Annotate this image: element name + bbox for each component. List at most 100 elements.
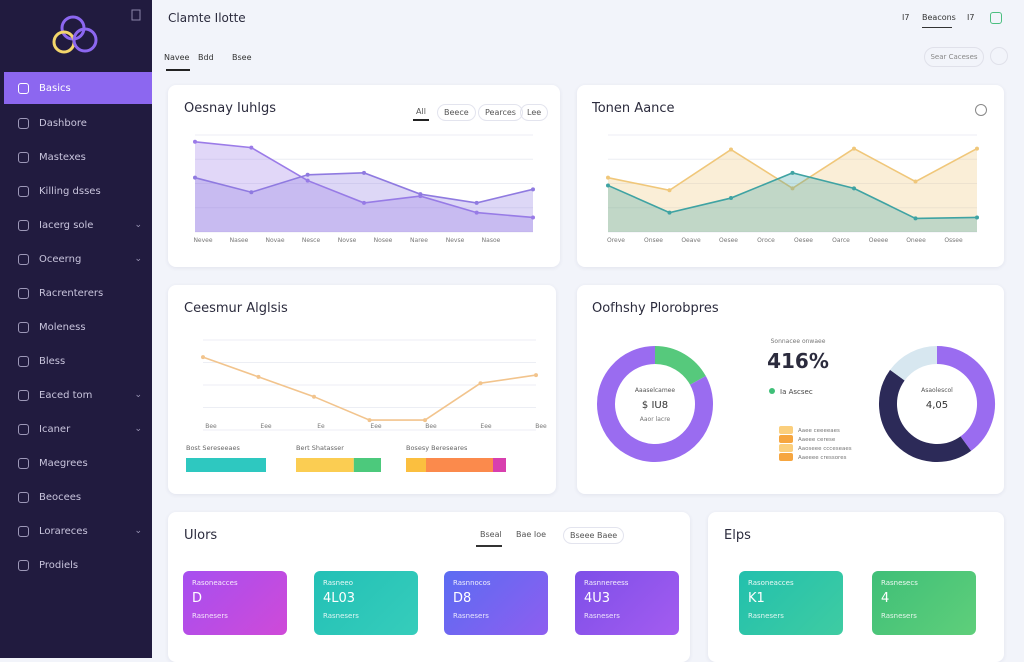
nav-item[interactable]: Lorareces ⌄ <box>4 515 152 547</box>
nav-icon <box>18 559 29 571</box>
nav-icon <box>18 185 29 197</box>
nav-icon <box>18 287 29 299</box>
tab[interactable]: Bseal <box>480 530 502 539</box>
tile-label: Rasneeo <box>323 579 353 587</box>
nav-item[interactable]: Dashbore <box>4 107 152 139</box>
chevron: ⌄ <box>134 390 142 400</box>
header-link: I7 <box>902 13 910 22</box>
tile-label: Rasnesecs <box>881 579 918 587</box>
nav-label: Eaced tom <box>39 389 93 401</box>
stat-tile: Rasneeo 4L03 Rasnesers <box>314 571 418 635</box>
nav-item[interactable]: Beocees <box>4 481 152 513</box>
trend-card: Tonen Aance <box>577 85 1004 267</box>
nav-item[interactable]: Mastexes <box>4 141 152 173</box>
nav-icon <box>18 219 29 231</box>
chevron: ⌄ <box>134 424 142 434</box>
nav-item[interactable]: Racrenterers <box>4 277 152 309</box>
nav-icon <box>18 355 29 367</box>
nav-item[interactable]: Killing dsses <box>4 175 152 207</box>
header-underline <box>922 27 952 28</box>
nav-icon <box>18 457 29 469</box>
customer-card: Ceesmur Alglsis <box>168 285 556 494</box>
nav-label: Mastexes <box>39 151 86 163</box>
header-tab[interactable]: Bdd <box>198 53 214 62</box>
card-title: Ceesmur Alglsis <box>184 301 288 316</box>
nav-item[interactable]: Maegrees <box>4 447 152 479</box>
tile-foot: Rasnesers <box>453 612 489 620</box>
tab[interactable]: Bseee Baee <box>563 527 625 544</box>
nav-label: Iacerg sole <box>39 219 94 231</box>
nav-icon <box>18 491 29 503</box>
tab[interactable]: Bae Ioe <box>516 530 547 539</box>
card-title: Tonen Aance <box>592 101 675 116</box>
nav-icon <box>18 525 29 537</box>
nav-label: Moleness <box>39 321 86 333</box>
card-title: Oofhshy Plorobpres <box>592 301 719 316</box>
tile-foot: Rasnesers <box>323 612 359 620</box>
tile-foot: Rasnesers <box>748 612 784 620</box>
chevron: ⌄ <box>134 220 142 230</box>
nav-item[interactable]: Bless <box>4 345 152 377</box>
nav-item[interactable]: Iacerg sole ⌄ <box>4 209 152 241</box>
nav-label: Basics <box>39 82 71 94</box>
nav-label: Dashbore <box>39 117 87 129</box>
chevron: ⌄ <box>134 254 142 264</box>
nav-item[interactable]: Eaced tom ⌄ <box>4 379 152 411</box>
tile-value: 4 <box>881 591 890 606</box>
chevron: ⌄ <box>134 526 142 536</box>
tab-underline <box>166 69 190 71</box>
header-link: Beacons <box>922 13 956 22</box>
header-tab[interactable]: Bsee <box>232 53 252 62</box>
tile-label: Rasoneacces <box>748 579 794 587</box>
tile-value: D <box>192 591 203 606</box>
info-icon[interactable] <box>975 104 987 116</box>
tile-label: Rasnnocos <box>453 579 491 587</box>
tab[interactable]: Lee <box>520 104 549 121</box>
stat-tile: Rasnesecs 4 Rasnesers <box>872 571 976 635</box>
tile-foot: Rasnesers <box>192 612 228 620</box>
icon <box>990 12 1002 24</box>
tile-value: K1 <box>748 591 765 606</box>
tab[interactable]: Beece <box>437 104 476 121</box>
card-title: Ulors <box>184 528 218 543</box>
search-button[interactable]: Sear Caceses <box>924 47 984 67</box>
nav-icon <box>18 117 29 129</box>
nav-label: Killing dsses <box>39 185 101 197</box>
tile-foot: Rasnesers <box>584 612 620 620</box>
nav-label: Prodiels <box>39 559 79 571</box>
header-link: I7 <box>967 13 975 22</box>
tab-underline <box>413 119 429 121</box>
nav-icon <box>18 389 29 401</box>
logo <box>52 9 141 54</box>
nav-label: Racrenterers <box>39 287 104 299</box>
nav-label: Maegrees <box>39 457 88 469</box>
stat-tile: Rasnnereess 4U3 Rasnesers <box>575 571 679 635</box>
tile-foot: Rasnesers <box>881 612 917 620</box>
tab[interactable]: All <box>416 107 426 116</box>
nav-item[interactable]: Icaner ⌄ <box>4 413 152 445</box>
nav-item[interactable]: Moleness <box>4 311 152 343</box>
nav-label: Oceerng <box>39 253 82 265</box>
nav-icon <box>18 151 29 163</box>
page-title: Clamte Ilotte <box>168 11 246 25</box>
nav-icon <box>18 423 29 435</box>
tile-value: D8 <box>453 591 472 606</box>
nav-item[interactable]: Prodiels <box>4 549 152 581</box>
stat-tile: Rasoneacces K1 Rasnesers <box>739 571 843 635</box>
header-tab[interactable]: Navee <box>164 53 190 62</box>
progress-card: Oofhshy Plorobpres <box>577 285 1004 494</box>
settings-button[interactable] <box>990 47 1008 65</box>
card-title: Oesnay Iuhlgs <box>184 101 276 116</box>
sidebar: Basics Dashbore Mastexes Killing dsses Iace… <box>0 0 152 658</box>
stat-tile: Rasnnocos D8 Rasnesers <box>444 571 548 635</box>
nav-label: Bless <box>39 355 66 367</box>
tab-underline <box>476 545 502 547</box>
nav-icon <box>18 253 29 265</box>
nav-item[interactable]: Oceerng ⌄ <box>4 243 152 275</box>
nav-item-active[interactable]: Basics <box>4 72 152 104</box>
card-title: Elps <box>724 528 751 543</box>
tile-value: 4U3 <box>584 591 611 606</box>
tab[interactable]: Pearces <box>478 104 523 121</box>
nav-label: Lorareces <box>39 525 88 537</box>
